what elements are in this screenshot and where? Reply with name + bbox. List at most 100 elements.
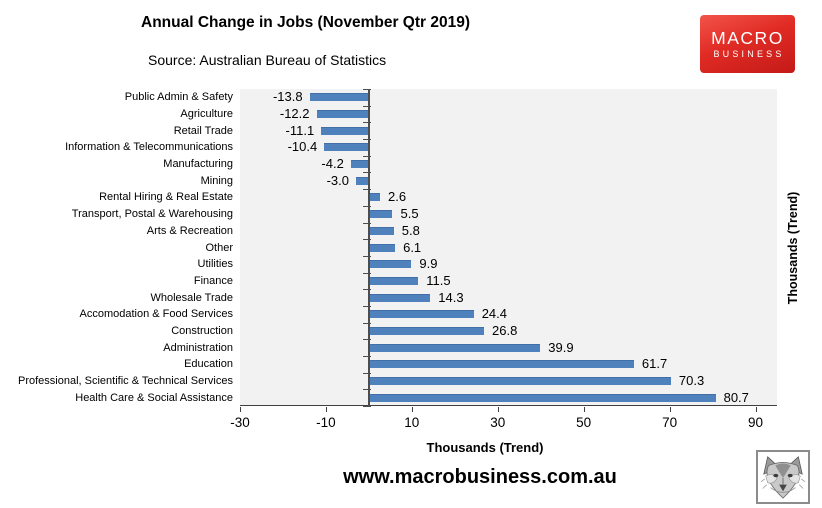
x-tick-mark <box>497 407 499 412</box>
x-tick-mark <box>583 407 585 412</box>
category-tick-mark <box>362 205 371 207</box>
category-label: Finance <box>193 274 233 287</box>
category-label: Professional, Scientific & Technical Ser… <box>17 375 233 387</box>
category-label: Rental Hiring & Real Estate <box>99 191 233 204</box>
category-tick-mark <box>362 89 371 90</box>
category-tick-mark <box>362 289 371 291</box>
bar <box>368 276 419 285</box>
macrobusiness-logo: MACRO BUSINESS <box>700 15 795 73</box>
category-tick-mark <box>362 122 371 124</box>
bar-value-label: 5.5 <box>400 206 419 222</box>
x-tick-label: 10 <box>404 415 420 430</box>
category-label: Agriculture <box>180 108 233 120</box>
category-tick-mark <box>362 355 371 357</box>
bar-value-label: 24.4 <box>481 306 507 322</box>
category-label: Retail Trade <box>173 124 233 137</box>
bar-value-label: 26.8 <box>492 322 518 338</box>
x-tick-label: -10 <box>316 415 336 430</box>
bar-value-label: -11.1 <box>285 122 315 138</box>
x-tick-label: 30 <box>490 415 506 430</box>
bar-value-label: -10.4 <box>287 139 318 155</box>
x-tick-label: 90 <box>747 415 764 430</box>
x-tick-mark <box>411 407 413 412</box>
category-label: Construction <box>171 324 233 337</box>
macrobusiness-logo-text-top: MACRO <box>711 27 784 48</box>
category-tick-mark <box>362 406 371 407</box>
bar <box>321 126 369 135</box>
bar <box>324 143 369 152</box>
bar <box>368 260 412 269</box>
zero-axis-line <box>367 89 370 407</box>
bar-value-label: 39.9 <box>548 339 574 355</box>
bar-value-label: -4.2 <box>321 156 344 172</box>
category-label: Administration <box>163 341 233 354</box>
fox-sketch-icon <box>756 450 810 504</box>
bar <box>368 210 393 219</box>
bar <box>368 377 671 385</box>
x-tick-label: 70 <box>662 415 678 430</box>
bar <box>368 243 396 252</box>
category-tick-mark <box>362 155 371 157</box>
bar <box>368 193 381 202</box>
category-tick-mark <box>362 239 371 241</box>
category-label: Information & Telecommunications <box>65 141 233 154</box>
category-label: Accomodation & Food Services <box>79 308 233 321</box>
category-tick-mark <box>362 172 371 174</box>
bar <box>368 343 541 352</box>
right-axis-title: Thousands (Trend) <box>786 191 800 305</box>
category-tick-mark <box>362 272 371 274</box>
bar <box>368 226 394 235</box>
bar-value-label: 5.8 <box>401 222 420 238</box>
x-tick-label: 50 <box>576 415 592 430</box>
bar-value-label: -3.0 <box>326 172 349 188</box>
category-label: Public Admin & Safety <box>124 91 233 104</box>
bar-value-label: 80.7 <box>723 389 749 405</box>
category-tick-mark <box>362 372 371 374</box>
bar <box>368 360 634 369</box>
category-label: Transport, Postal & Warehousing <box>71 208 233 221</box>
bar <box>316 110 369 118</box>
bar-value-label: -13.8 <box>272 89 303 105</box>
bar <box>368 310 474 319</box>
category-label: Manufacturing <box>163 158 233 171</box>
category-tick-mark <box>362 305 371 307</box>
category-tick-mark <box>362 255 371 257</box>
bar-value-label: 6.1 <box>403 239 422 255</box>
category-label: Arts & Recreation <box>146 224 233 237</box>
bar <box>368 393 716 402</box>
bar-value-label: 11.5 <box>426 272 451 288</box>
category-tick-mark <box>362 389 371 391</box>
category-label: Utilities <box>197 258 233 271</box>
category-tick-mark <box>362 189 371 191</box>
bar <box>356 176 369 185</box>
category-tick-mark <box>362 139 371 141</box>
category-label: Other <box>205 241 233 254</box>
category-tick-mark <box>362 322 371 324</box>
bar <box>350 160 369 169</box>
x-tick-mark <box>240 407 241 412</box>
bar <box>368 293 431 302</box>
bar <box>368 326 484 335</box>
x-tick-mark <box>325 407 327 412</box>
bar-value-label: 61.7 <box>641 356 668 372</box>
x-tick-mark <box>669 407 671 412</box>
bar-value-label: 9.9 <box>419 256 438 272</box>
website-url: www.macrobusiness.com.au <box>343 466 617 488</box>
chart-title: Annual Change in Jobs (November Qtr 2019… <box>141 14 471 31</box>
category-label: Mining <box>200 174 233 187</box>
category-label: Wholesale Trade <box>150 291 233 304</box>
category-label: Health Care & Social Assistance <box>75 391 233 404</box>
bar-value-label: 70.3 <box>678 373 705 388</box>
x-axis-title: Thousands (Trend) <box>426 440 544 455</box>
chart-source: Source: Australian Bureau of Statistics <box>148 52 387 68</box>
category-tick-mark <box>362 222 371 224</box>
category-tick-mark <box>362 105 371 107</box>
bar <box>309 93 369 102</box>
macrobusiness-logo-text-bottom: BUSINESS <box>713 48 785 59</box>
x-tick-mark <box>755 407 757 412</box>
bar-value-label: -12.2 <box>279 106 310 121</box>
fox-sketch-drawing <box>759 453 807 501</box>
x-tick-label: -30 <box>230 415 250 430</box>
plot-area-background <box>240 89 777 406</box>
